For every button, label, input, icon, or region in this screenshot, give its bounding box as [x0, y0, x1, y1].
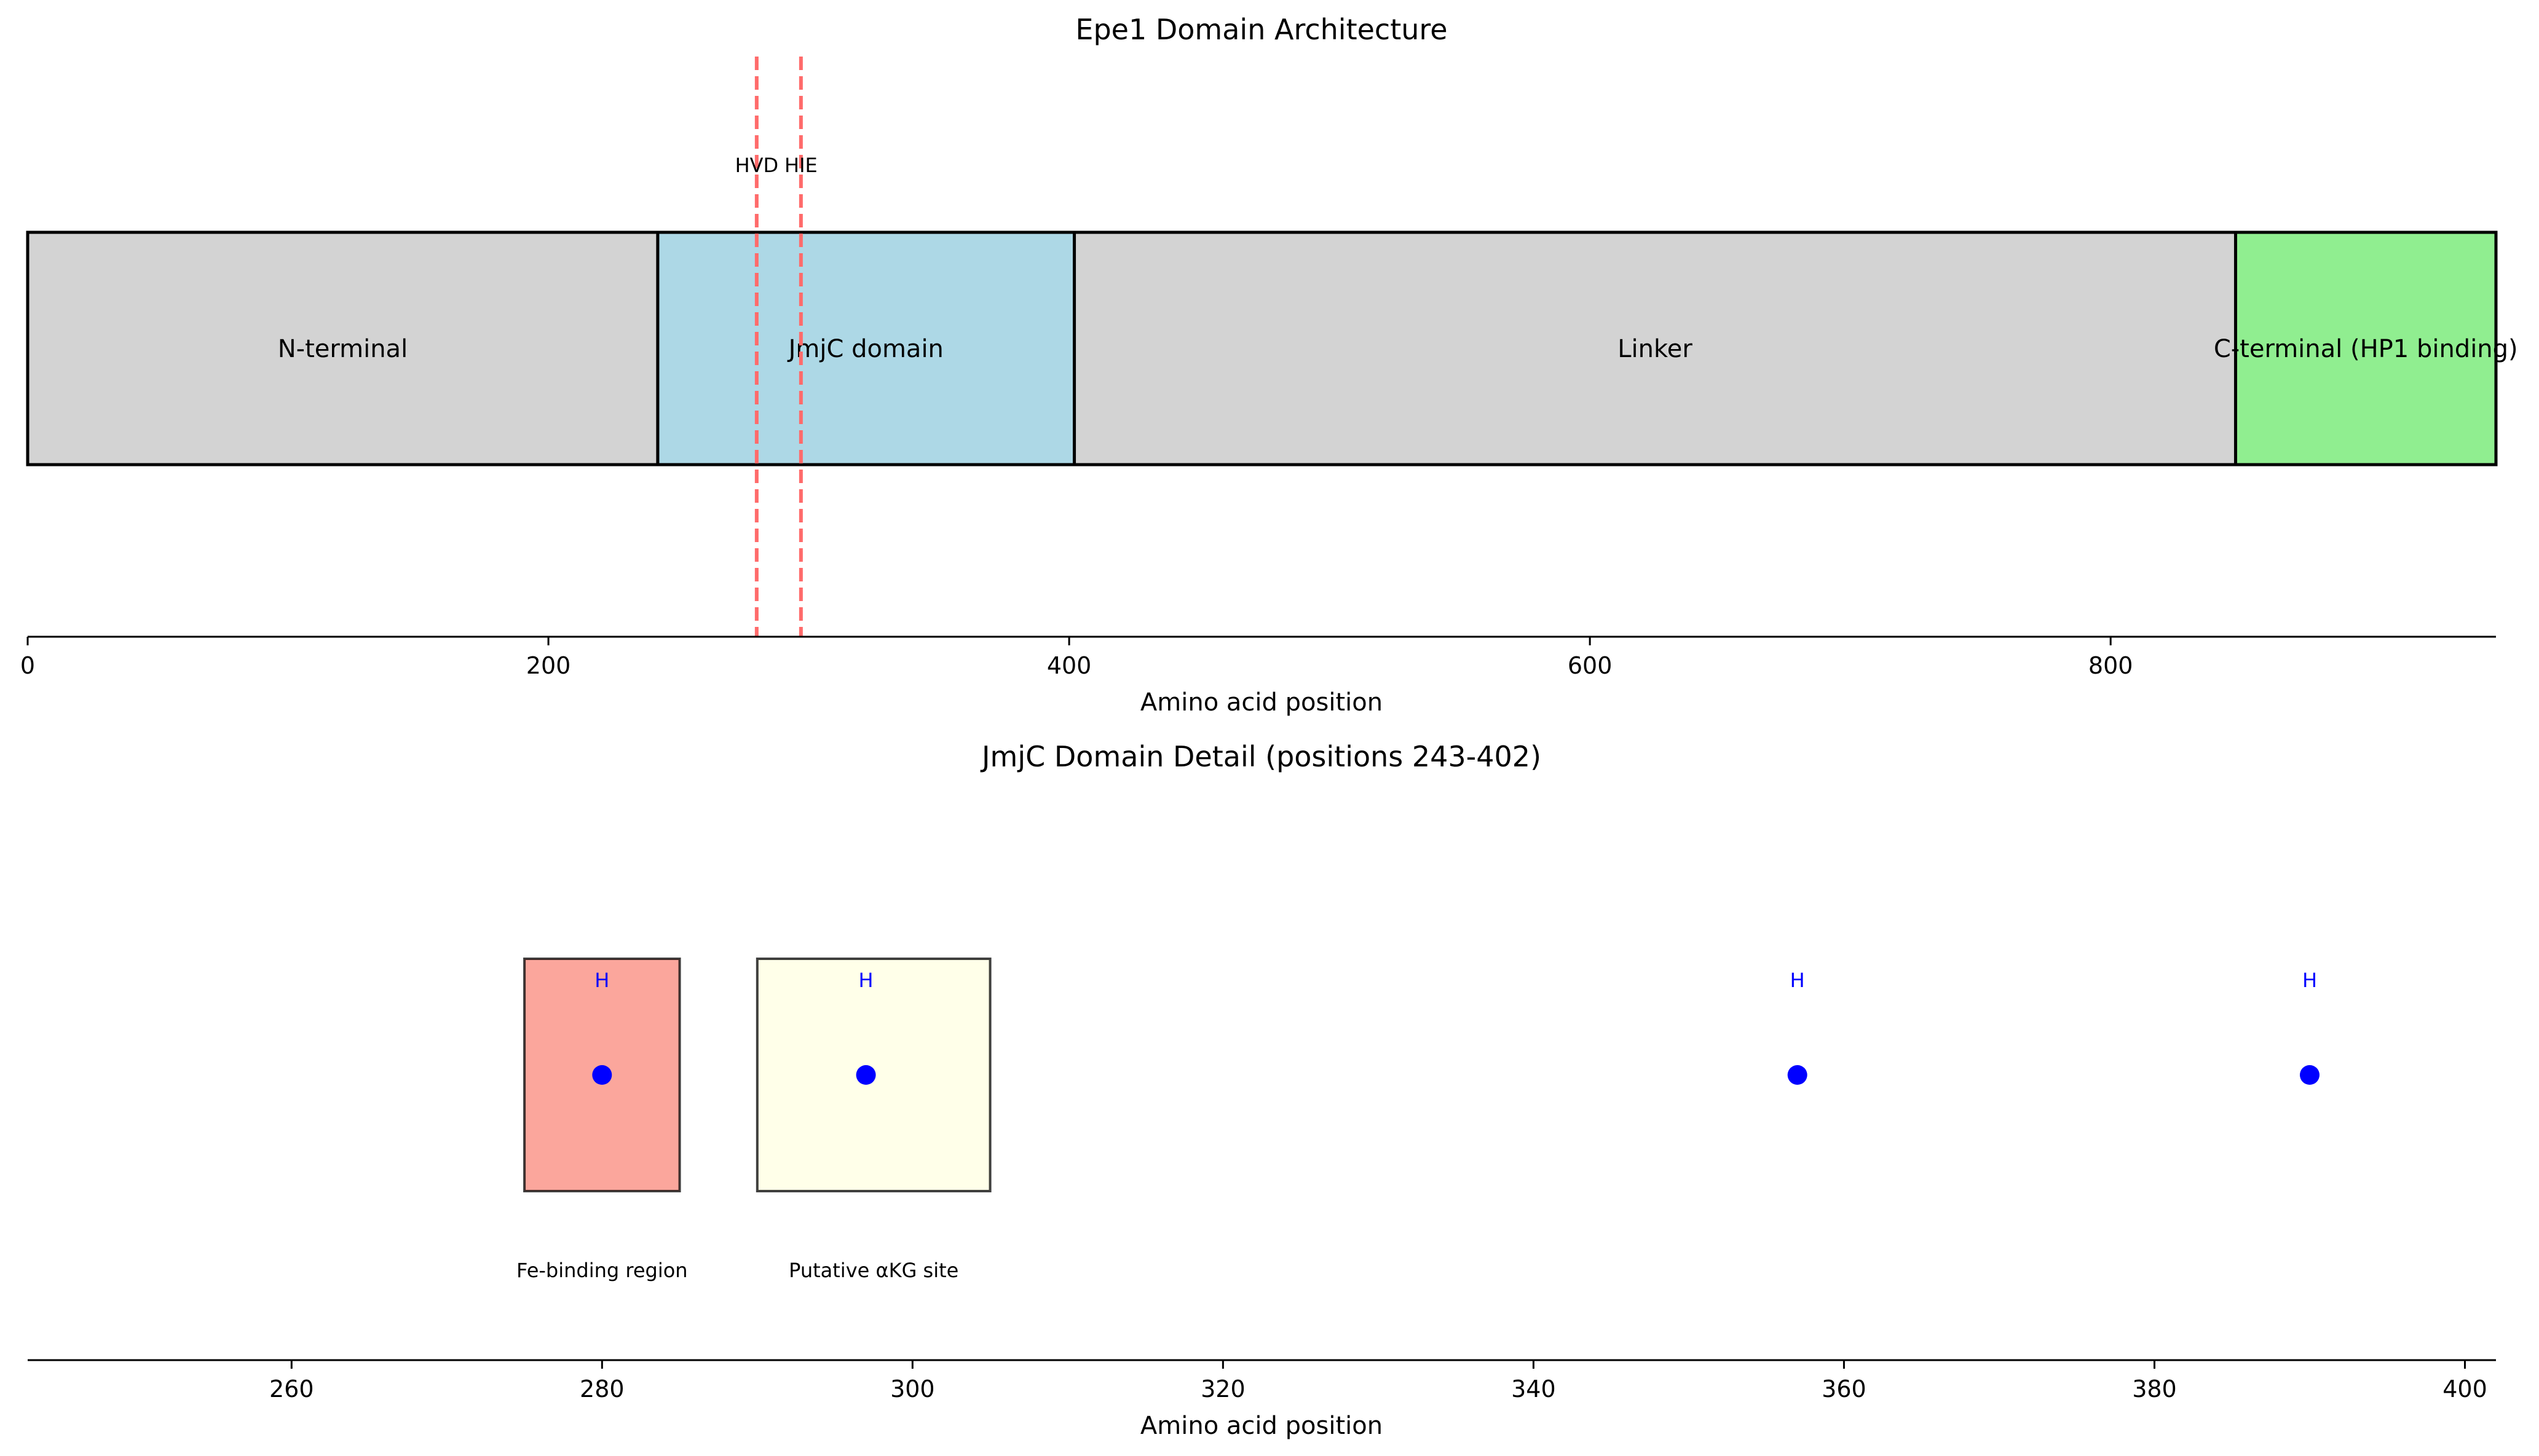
x-tick-label: 400 — [2442, 1375, 2487, 1403]
motif-label-hvd: HVD — [735, 154, 779, 177]
domain-blocks: N-terminal JmjC domain Linker C-terminal (H… — [26, 230, 2518, 466]
histidine-label: H — [594, 969, 609, 992]
jmjc-x-ticks: 260 280 300 320 340 360 380 400 — [269, 1360, 2487, 1403]
domain-label-linker: Linker — [1617, 335, 1692, 363]
x-tick-label: 0 — [20, 652, 35, 679]
x-tick-label: 300 — [890, 1375, 935, 1403]
histidine-label: H — [859, 969, 874, 992]
region-boxes: Fe-binding region Putative αKG site — [516, 958, 992, 1282]
x-tick-label: 400 — [1047, 652, 1092, 679]
jmjc-detail-panel: JmjC Domain Detail (positions 243-402) F… — [28, 740, 2496, 1440]
x-tick-label: 260 — [269, 1375, 314, 1403]
x-tick-label: 380 — [2132, 1375, 2177, 1403]
motif-label-hie: HIE — [784, 154, 818, 177]
histidine-point — [856, 1065, 876, 1085]
x-tick-label: 320 — [1201, 1375, 1246, 1403]
histidine-label: H — [2302, 969, 2317, 992]
region-label-putative-kg-site: Putative αKG site — [789, 1259, 958, 1282]
domain-label-jmjc-domain: JmjC domain — [787, 335, 944, 363]
x-tick-label: 360 — [1822, 1375, 1866, 1403]
domain-c-terminal-hp1-binding — [2233, 230, 2498, 466]
domain-linker — [1073, 230, 2237, 466]
jmjc-detail-title: JmjC Domain Detail (positions 243-402) — [980, 740, 1541, 773]
motif-markers: HVD HIE — [735, 57, 818, 637]
domain-n-terminal — [26, 230, 660, 466]
domain-label-c-terminal-hp1-binding: C-terminal (HP1 binding) — [2214, 335, 2518, 363]
histidine-point — [592, 1065, 612, 1085]
histidine-point — [2299, 1065, 2320, 1085]
domain-label-n-terminal: N-terminal — [278, 335, 408, 363]
histidine-label: H — [1790, 969, 1805, 992]
architecture-title: Epe1 Domain Architecture — [1075, 13, 1447, 46]
x-tick-label: 200 — [526, 652, 571, 679]
architecture-x-label: Amino acid position — [1140, 688, 1383, 717]
histidine-point — [1787, 1065, 1807, 1085]
x-tick-label: 280 — [580, 1375, 625, 1403]
jmjc-x-label: Amino acid position — [1140, 1412, 1383, 1440]
x-tick-label: 600 — [1568, 652, 1613, 679]
architecture-panel: Epe1 Domain Architecture N-terminal JmjC … — [20, 13, 2518, 717]
domain-jmjc-domain — [656, 230, 1076, 466]
x-tick-label: 800 — [2088, 652, 2133, 679]
region-label-fe-binding-region: Fe-binding region — [516, 1259, 688, 1282]
architecture-x-ticks: 0 200 400 600 800 — [20, 637, 2133, 679]
x-tick-label: 340 — [1511, 1375, 1556, 1403]
